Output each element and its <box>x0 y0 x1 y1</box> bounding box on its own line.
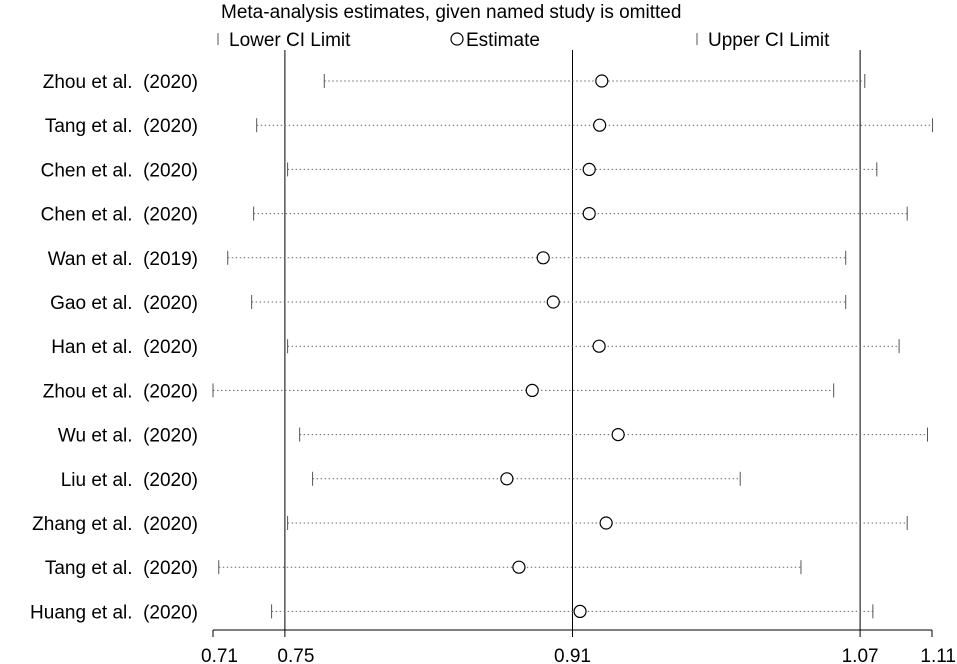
study-label: Han et al. (2020) <box>51 337 198 358</box>
estimate-point <box>582 207 596 221</box>
estimate-point <box>582 162 596 176</box>
estimate-point <box>525 383 539 397</box>
legend-lower-label: Lower CI Limit <box>229 30 351 51</box>
estimate-point <box>611 428 625 442</box>
estimate-point <box>593 118 607 132</box>
study-label: Zhou et al. (2020) <box>43 381 198 402</box>
x-tick-label: 0.91 <box>554 646 591 664</box>
study-label: Chen et al. (2020) <box>41 160 198 181</box>
legend: Meta-analysis estimates, given named stu… <box>217 2 830 51</box>
study-label: Zhang et al. (2020) <box>32 514 198 535</box>
x-tick-label: 1.11 <box>920 646 956 664</box>
legend-estimate-label: Estimate <box>466 30 540 51</box>
x-tick-label: 1.07 <box>842 646 879 664</box>
study-label: Liu et al. (2020) <box>61 470 198 491</box>
chart-title: Meta-analysis estimates, given named stu… <box>221 2 681 23</box>
plot-area: 0.71 0.75 0.91 1.07 1.11 Zhou et al. (2020) Ta… <box>30 50 956 664</box>
x-tick-label: 0.71 <box>201 646 238 664</box>
estimate-point <box>536 251 550 265</box>
study-label: Chen et al. (2020) <box>41 205 198 226</box>
estimate-point <box>546 295 560 309</box>
estimate-point <box>500 472 514 486</box>
study-label: Huang et al. (2020) <box>30 602 198 623</box>
study-label: Gao et al. (2020) <box>50 293 198 314</box>
x-tick-label: 0.75 <box>277 646 314 664</box>
study-label: Zhou et al. (2020) <box>43 72 198 93</box>
estimate-point <box>592 339 606 353</box>
legend-estimate-marker <box>450 32 464 46</box>
estimate-point <box>512 560 526 574</box>
estimate-point <box>599 516 613 530</box>
study-label: Wan et al. (2019) <box>48 249 198 270</box>
study-label: Wu et al. (2020) <box>58 426 198 447</box>
study-label: Tang et al. (2020) <box>45 558 198 579</box>
estimate-point <box>573 604 587 619</box>
study-label: Tang et al. (2020) <box>45 116 198 137</box>
estimate-point <box>595 74 609 88</box>
legend-upper-label: Upper CI Limit <box>708 30 830 51</box>
